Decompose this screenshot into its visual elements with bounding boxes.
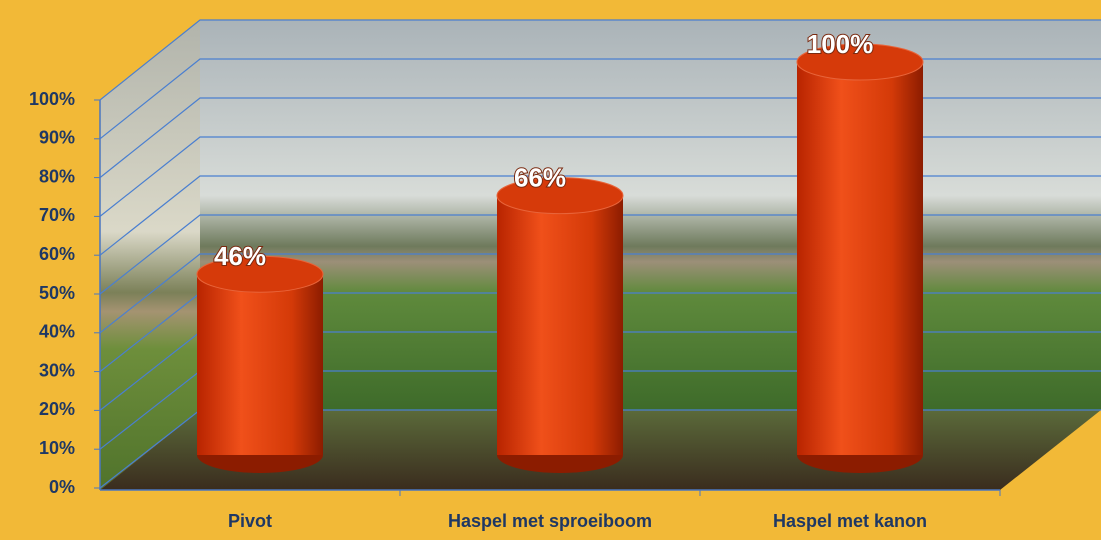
y-tick-label: 70% xyxy=(39,205,75,225)
bar xyxy=(197,274,323,455)
y-tick-label: 100% xyxy=(29,89,75,109)
value-label: 66% xyxy=(514,162,566,192)
y-tick-label: 60% xyxy=(39,244,75,264)
value-label: 100% xyxy=(807,29,874,59)
value-label: 46% xyxy=(214,241,266,271)
x-tick-label: Haspel met kanon xyxy=(773,511,927,531)
y-tick-label: 30% xyxy=(39,360,75,380)
y-tick-label: 80% xyxy=(39,166,75,186)
y-tick-label: 20% xyxy=(39,399,75,419)
bar xyxy=(797,62,923,455)
bar xyxy=(497,196,623,455)
y-tick-label: 10% xyxy=(39,438,75,458)
x-tick-label: Haspel met sproeiboom xyxy=(448,511,652,531)
y-tick-label: 50% xyxy=(39,283,75,303)
y-tick-label: 0% xyxy=(49,477,75,497)
x-tick-label: Pivot xyxy=(228,511,272,531)
chart: 0% 10% 20% 30% 40% 50% 60% 70% 80% 90% 100% Pivot 46… xyxy=(0,0,1101,540)
y-tick-label: 90% xyxy=(39,128,75,148)
y-tick-label: 40% xyxy=(39,322,75,342)
